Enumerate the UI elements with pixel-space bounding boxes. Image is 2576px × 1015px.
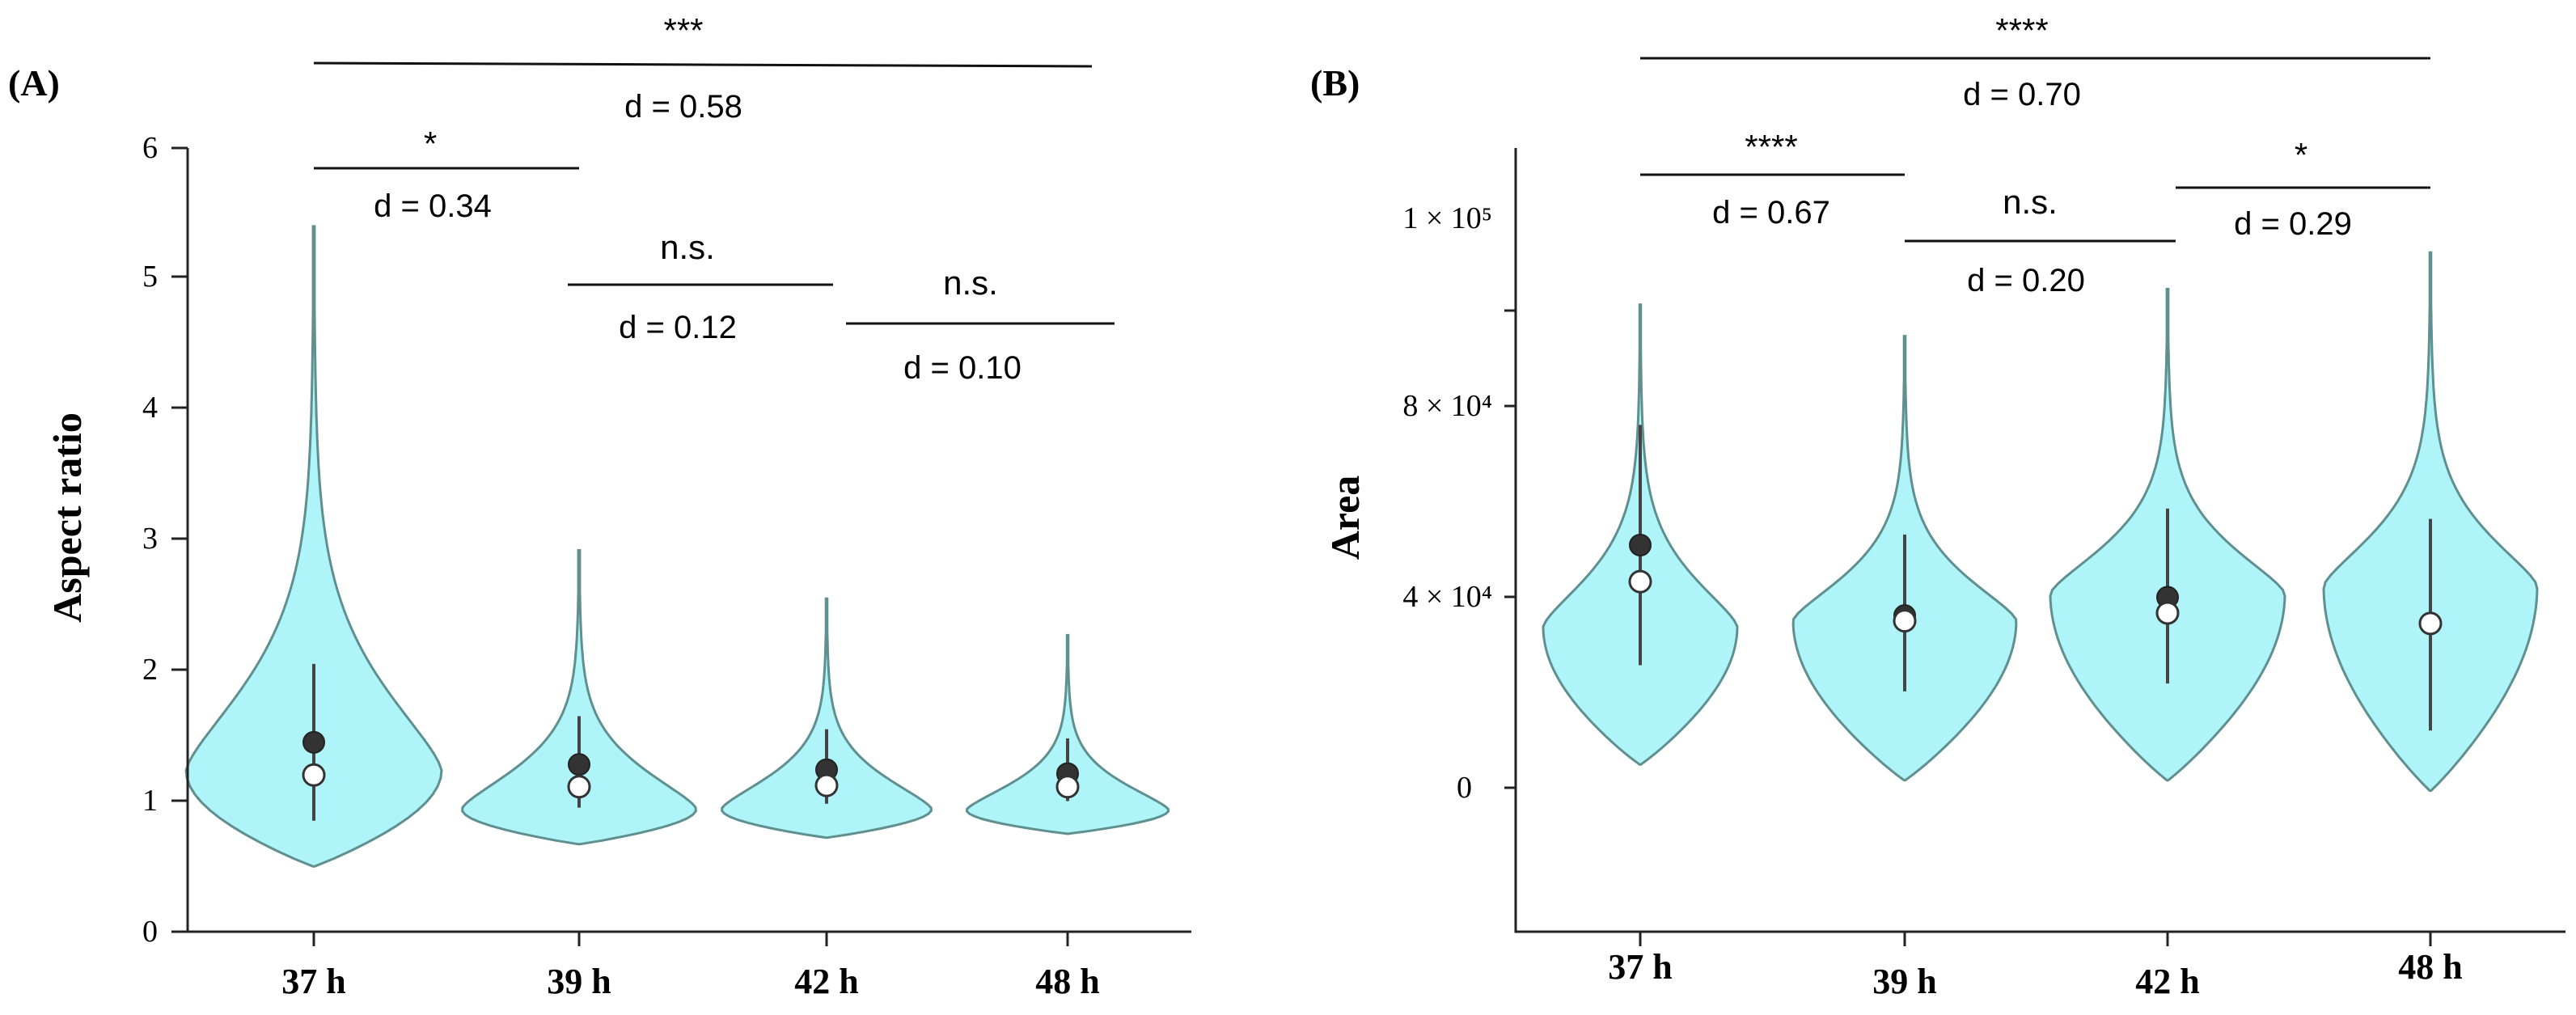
panel-b-mean-marker-0 <box>1629 533 1652 556</box>
panel-b-effect-39-42: d = 0.20 <box>1967 263 2085 298</box>
panel-a-median-marker-0 <box>302 763 326 787</box>
panel-a-violin-0 <box>184 225 443 868</box>
panel-a-violin-2 <box>721 597 933 839</box>
panel-a-violins <box>184 225 1170 868</box>
panel-a-median-marker-1 <box>567 775 591 799</box>
panel-a-xtick-label-3: 48 h <box>1035 962 1099 1001</box>
panel-a-bracket-37-48 <box>313 61 1093 68</box>
panel-b-median-marker-2 <box>2155 601 2180 625</box>
panel-a-stars-42-48: n.s. <box>943 264 998 302</box>
panel-a: (A) Aspect ratio 0 1 2 3 4 5 6 37 h 39 <box>8 11 1191 1001</box>
panel-b-xtick-label-1: 39 h <box>1872 962 1936 1001</box>
panel-b-ytick-label-2: 8 × 10⁴ <box>1402 389 1492 423</box>
panel-b-label: (B) <box>1310 62 1360 104</box>
panel-a-median-marker-2 <box>814 773 839 797</box>
panel-a-xtick-label-2: 42 h <box>794 962 858 1001</box>
panel-b-ylabel: Area <box>1322 476 1368 560</box>
panel-a-ytick-label-5: 5 <box>142 260 158 294</box>
panel-a-xtick-label-1: 39 h <box>547 962 611 1001</box>
panel-b-median-marker-3 <box>2418 611 2443 636</box>
panel-a-significance: *** d = 0.58 * d = 0.34 n.s. d = 0.12 n.… <box>313 11 1115 386</box>
panel-a-stars-37-48: *** <box>663 11 703 49</box>
panel-b-median-marker-0 <box>1628 569 1652 594</box>
panel-b-xticks: 37 h 39 h 42 h 48 h <box>1608 932 2463 1001</box>
panel-b-stars-42-48: * <box>2295 136 2307 174</box>
panel-b-effect-37-48: d = 0.70 <box>1963 77 2081 112</box>
panel-a-ytick-label-3: 3 <box>142 522 158 556</box>
panel-b-stars-37-48: **** <box>1995 11 2048 49</box>
panel-a-effect-37-48: d = 0.58 <box>624 89 742 125</box>
panel-a-ytick-label-1: 1 <box>142 784 158 818</box>
panel-b-yticks: 0 4 × 10⁴ 8 × 10⁴ 1 × 10⁵ <box>1402 201 1516 805</box>
panel-b-ytick-label-0: 0 <box>1457 771 1472 805</box>
panel-b: (B) Area 0 4 × 10⁴ 8 × 10⁴ 1 × 10⁵ 37 h … <box>1310 11 2565 1001</box>
panel-b-effect-42-48: d = 0.29 <box>2234 206 2352 242</box>
panel-b-xtick-label-0: 37 h <box>1608 947 1672 987</box>
panel-b-xtick-label-2: 42 h <box>2135 962 2199 1001</box>
panel-b-axes <box>1514 148 2565 933</box>
panel-a-ytick-label-4: 4 <box>142 391 158 425</box>
panel-a-effect-39-42: d = 0.12 <box>619 310 737 345</box>
panel-a-ylabel: Aspect ratio <box>44 412 90 623</box>
panel-a-median-marker-3 <box>1055 775 1080 799</box>
panel-b-xtick-label-3: 48 h <box>2398 947 2462 987</box>
panel-a-violin-3 <box>965 633 1170 835</box>
panel-a-label: (A) <box>8 62 60 104</box>
panel-a-mean-marker-0 <box>302 730 325 754</box>
panel-b-violins <box>1542 251 2539 793</box>
panel-b-significance: **** d = 0.70 **** d = 0.67 n.s. d = 0.2… <box>1640 11 2430 298</box>
panel-a-ytick-label-2: 2 <box>142 653 158 687</box>
panel-b-ytick-label-3: 1 × 10⁵ <box>1402 201 1492 235</box>
panel-a-xtick-label-0: 37 h <box>281 962 345 1001</box>
panel-a-ytick-label-0: 0 <box>142 915 158 949</box>
panel-a-ytick-label-6: 6 <box>142 131 158 165</box>
panel-b-stars-39-42: n.s. <box>2003 183 2058 221</box>
panel-b-stars-37-39: **** <box>1745 128 1797 166</box>
panel-b-median-marker-1 <box>1893 609 1917 633</box>
panel-b-ytick-label-1: 4 × 10⁴ <box>1402 580 1492 614</box>
panel-a-effect-37-39: d = 0.34 <box>374 188 492 224</box>
panel-a-yticks: 0 1 2 3 4 5 6 <box>142 131 188 949</box>
panel-a-mean-marker-1 <box>568 753 590 776</box>
panel-a-xticks: 37 h 39 h 42 h 48 h <box>281 932 1100 1001</box>
panel-a-stars-39-42: n.s. <box>660 228 715 266</box>
panel-b-effect-37-39: d = 0.67 <box>1712 195 1830 230</box>
panel-a-violin-1 <box>461 548 697 846</box>
panel-a-stars-37-39: * <box>424 125 437 163</box>
panel-a-effect-42-48: d = 0.10 <box>903 350 1022 386</box>
